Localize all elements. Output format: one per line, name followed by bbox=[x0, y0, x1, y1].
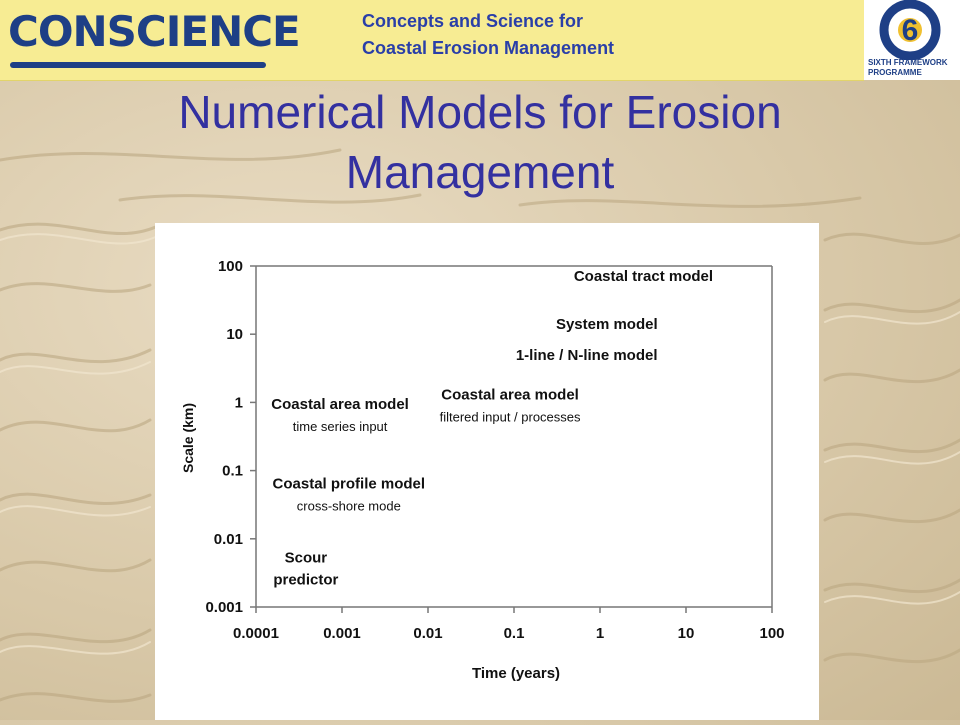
annotation-line: Coastal area model bbox=[441, 387, 579, 404]
chart-ticks: 0.0001 0.001 0.01 0.1 1 10 100 100 10 1 0.1 0.01 0.0… bbox=[205, 258, 784, 642]
model-annotation: Coastal area model time series input bbox=[271, 396, 409, 434]
project-name: Concepts and Science for Coastal Erosion… bbox=[362, 8, 614, 62]
x-tick-label: 100 bbox=[759, 625, 784, 642]
model-annotation: 1-line / N-line model bbox=[516, 347, 658, 364]
y-tick-label: 100 bbox=[218, 258, 243, 275]
x-tick-label: 0.001 bbox=[323, 625, 361, 642]
model-annotation: System model bbox=[556, 316, 658, 333]
project-line-2: Coastal Erosion Management bbox=[362, 38, 615, 58]
x-tick-label: 0.0001 bbox=[233, 625, 279, 642]
annotation-line: cross-shore mode bbox=[297, 498, 401, 513]
annotation-line: Coastal tract model bbox=[574, 268, 713, 285]
annotation-line: 1-line / N-line model bbox=[516, 347, 658, 364]
model-annotation: Coastal area model filtered input / proce… bbox=[440, 387, 581, 425]
chart-axes bbox=[255, 265, 773, 608]
project-line-1: Concepts and Science for bbox=[362, 11, 584, 31]
annotation-line: Coastal profile model bbox=[273, 475, 426, 492]
annotation-line: System model bbox=[556, 316, 658, 333]
framework-programme-logo: 6 SIXTH FRAMEWORK PROGRAMME bbox=[864, 0, 960, 80]
annotation-line: Scour bbox=[285, 549, 328, 566]
y-tick-label: 10 bbox=[226, 326, 243, 343]
conscience-logo: CONSCIENCE bbox=[2, 0, 301, 78]
x-tick-label: 0.01 bbox=[413, 625, 442, 642]
model-annotation: Coastal tract model bbox=[574, 268, 713, 285]
slide-title: Numerical Models for Erosion Management bbox=[178, 86, 782, 198]
annotation-line: filtered input / processes bbox=[440, 410, 581, 425]
model-annotation: Scour predictor bbox=[273, 549, 338, 588]
chart-panel: 0.0001 0.001 0.01 0.1 1 10 100 100 10 1 0.1 0.01 0.0… bbox=[155, 223, 819, 720]
fp-emblem-icon: 6 bbox=[879, 0, 941, 61]
y-tick-label: 1 bbox=[235, 394, 243, 411]
x-tick-label: 0.1 bbox=[504, 625, 525, 642]
chart-annotations: Coastal tract model System model 1-line / … bbox=[271, 268, 713, 588]
logo-swoosh bbox=[10, 62, 266, 68]
model-annotation: Coastal profile model cross-shore mode bbox=[273, 475, 426, 513]
x-tick-label: 10 bbox=[678, 625, 695, 642]
x-tick-label: 1 bbox=[596, 625, 604, 642]
fp-label: SIXTH FRAMEWORK PROGRAMME bbox=[868, 58, 948, 77]
annotation-line: time series input bbox=[293, 419, 388, 434]
scale-time-chart: 0.0001 0.001 0.01 0.1 1 10 100 100 10 1 0.1 0.01 0.0… bbox=[180, 258, 785, 682]
header-banner: CONSCIENCE Concepts and Science for Coas… bbox=[0, 0, 864, 81]
y-tick-label: 0.1 bbox=[222, 463, 243, 480]
logo-text: CONSCIENCE bbox=[8, 7, 301, 56]
y-tick-label: 0.001 bbox=[205, 599, 243, 616]
annotation-line: Coastal area model bbox=[271, 396, 409, 413]
annotation-line: predictor bbox=[273, 571, 338, 588]
y-tick-label: 0.01 bbox=[214, 531, 243, 548]
fp-number: 6 bbox=[902, 14, 919, 47]
y-axis-label: Scale (km) bbox=[180, 403, 196, 473]
x-axis-label: Time (years) bbox=[472, 665, 560, 682]
